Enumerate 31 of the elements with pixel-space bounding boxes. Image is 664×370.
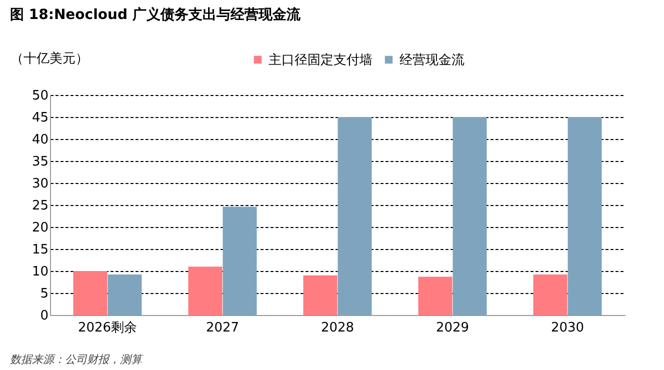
y-tick-label: 15 [32, 242, 48, 258]
y-tick-label: 25 [32, 198, 48, 214]
bar [568, 117, 602, 315]
source-note: 数据来源：公司财报，测算 [10, 353, 144, 366]
x-tick-label: 2029 [436, 320, 470, 336]
legend-label: 经营现金流 [399, 52, 464, 68]
bar [73, 271, 108, 315]
y-tick-label: 10 [32, 264, 48, 280]
y-tick-label: 35 [32, 154, 48, 170]
bar [303, 275, 338, 315]
chart-title: 图 18:Neocloud 广义债务支出与经营现金流 [10, 6, 302, 23]
bar [452, 117, 487, 315]
y-tick-label: 40 [32, 132, 48, 148]
x-tick-label: 2028 [320, 320, 354, 336]
y-tick-label: 45 [32, 110, 48, 126]
x-tick-label: 2030 [550, 320, 584, 336]
bar [533, 274, 568, 315]
y-axis-title: （十亿美元） [10, 50, 88, 66]
bar [188, 266, 222, 315]
bar [222, 206, 257, 315]
y-tick-label: 5 [40, 286, 48, 302]
x-tick-label: 2027 [206, 320, 240, 336]
bar [108, 274, 142, 315]
y-tick-label: 50 [32, 88, 48, 104]
bar [338, 117, 372, 315]
x-tick-label: 2026剩余 [78, 320, 138, 336]
bar [418, 276, 452, 315]
legend-label: 主口径固定支付墙 [268, 52, 372, 68]
y-tick-label: 30 [32, 176, 48, 192]
y-tick-label: 0 [40, 308, 48, 324]
y-tick-label: 20 [32, 220, 48, 236]
